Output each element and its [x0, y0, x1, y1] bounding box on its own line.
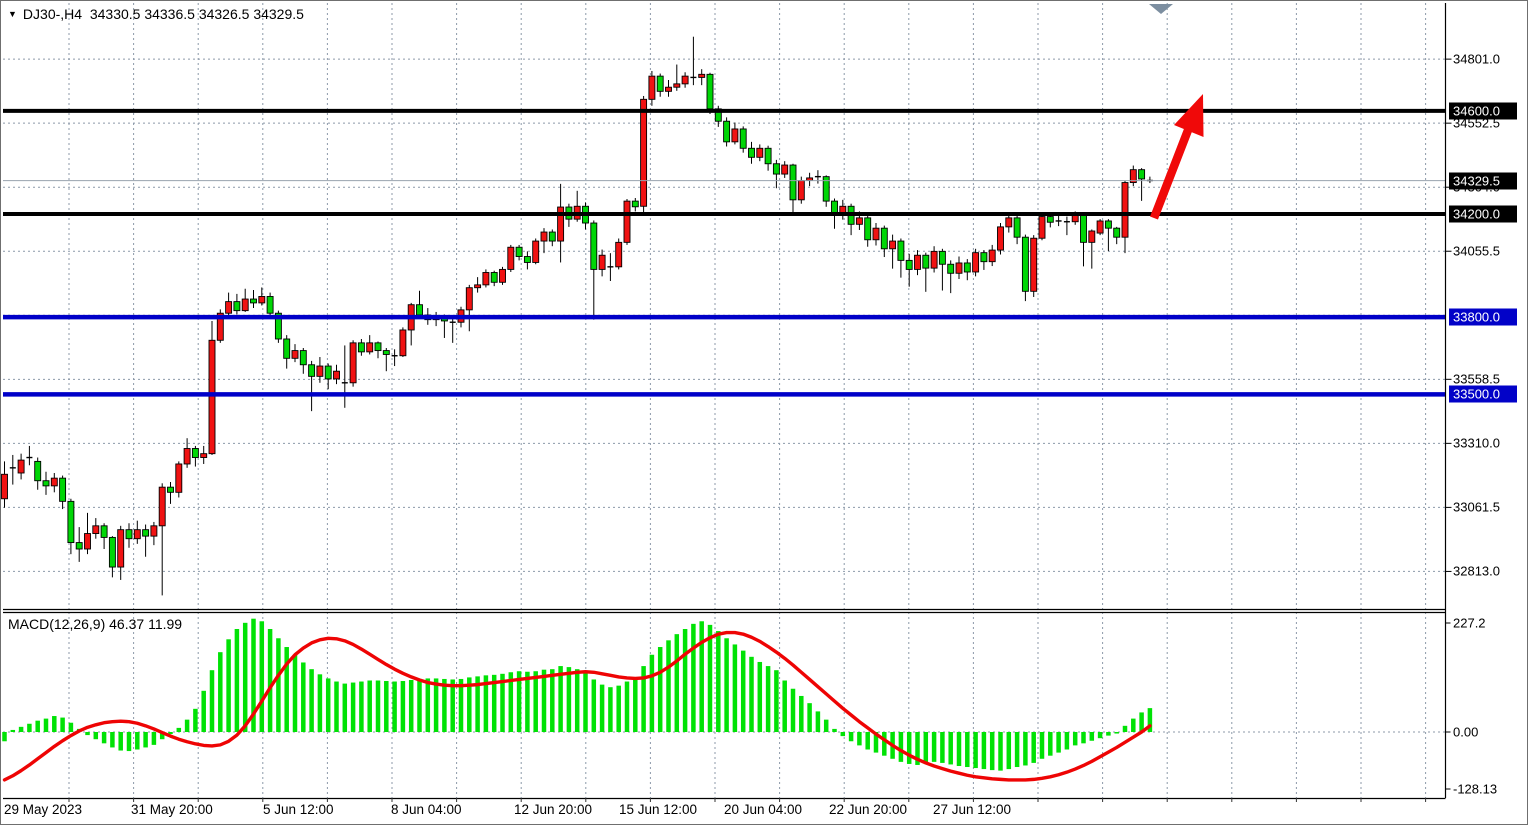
- trend-arrow[interactable]: [1150, 94, 1204, 220]
- macd-indicator-label: MACD(12,26,9) 46.37 11.99: [8, 616, 183, 632]
- symbol-ohlc-text: DJ30-,H4 34330.5 34336.5 34326.5 34329.5: [22, 6, 304, 22]
- support-resistance-lines[interactable]: [3, 108, 1446, 397]
- macd-signal-line: [2, 630, 1152, 782]
- chart-title: ▼ DJ30-,H4 34330.5 34336.5 34326.5 34329.…: [8, 6, 304, 22]
- chart-shift-marker-icon[interactable]: [1149, 4, 1173, 14]
- axis-ticks: [68, 58, 1452, 802]
- panel-borders: [3, 3, 1447, 800]
- macd-layer: [2, 618, 1153, 782]
- symbol-collapse-icon[interactable]: ▼: [8, 9, 17, 19]
